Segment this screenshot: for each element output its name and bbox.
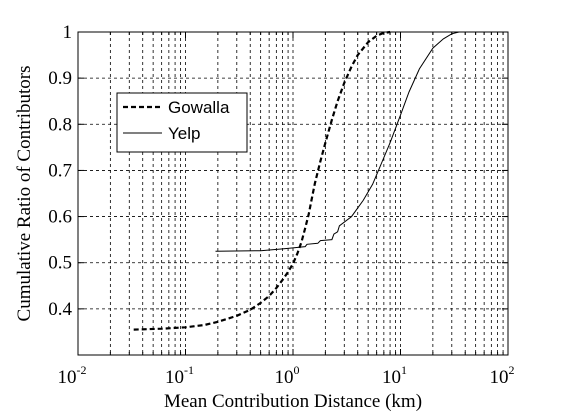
legend-label-gowalla: Gowalla [168, 98, 230, 117]
axis-ticks [77, 31, 508, 355]
series-line-gowalla [133, 30, 391, 331]
grid [78, 32, 508, 355]
y-tick-label: 0.7 [48, 160, 72, 181]
x-tick-label: 10-1 [165, 363, 194, 388]
x-tick-label: 101 [382, 363, 407, 388]
x-tick-label: 10-2 [58, 363, 87, 388]
series-line-yelp [215, 31, 466, 252]
y-tick-label: 1 [63, 22, 73, 43]
x-tick-labels: 10-2 10-1 100 101 102 [58, 363, 515, 388]
y-tick-label: 0.9 [48, 68, 72, 89]
x-tick-label: 100 [275, 363, 300, 388]
y-axis-label: Cumulative Ratio of Contributors [14, 66, 35, 322]
y-tick-label: 0.5 [48, 253, 72, 274]
legend: Gowalla Yelp [116, 92, 248, 153]
y-tick-label: 0.6 [48, 207, 72, 228]
x-tick-label: 102 [490, 363, 515, 388]
y-tick-label: 0.4 [48, 299, 72, 320]
plot-lines [133, 30, 466, 331]
x-axis-label: Mean Contribution Distance (km) [164, 391, 422, 412]
y-tick-label: 0.8 [48, 114, 72, 135]
y-tick-labels: 0.4 0.5 0.6 0.7 0.8 0.9 1 [48, 22, 72, 320]
legend-box [116, 92, 248, 153]
legend-label-yelp: Yelp [168, 124, 200, 143]
